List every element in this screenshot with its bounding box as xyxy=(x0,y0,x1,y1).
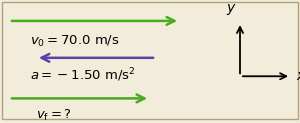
Text: $a = -1.50$ m/s$^2$: $a = -1.50$ m/s$^2$ xyxy=(30,66,136,84)
Text: $x$: $x$ xyxy=(296,69,300,83)
Text: $y$: $y$ xyxy=(226,2,236,17)
Text: $v_{\mathrm{f}} = ?$: $v_{\mathrm{f}} = ?$ xyxy=(36,108,72,123)
Text: $v_0 = 70.0$ m/s: $v_0 = 70.0$ m/s xyxy=(30,34,120,49)
FancyBboxPatch shape xyxy=(2,2,298,119)
